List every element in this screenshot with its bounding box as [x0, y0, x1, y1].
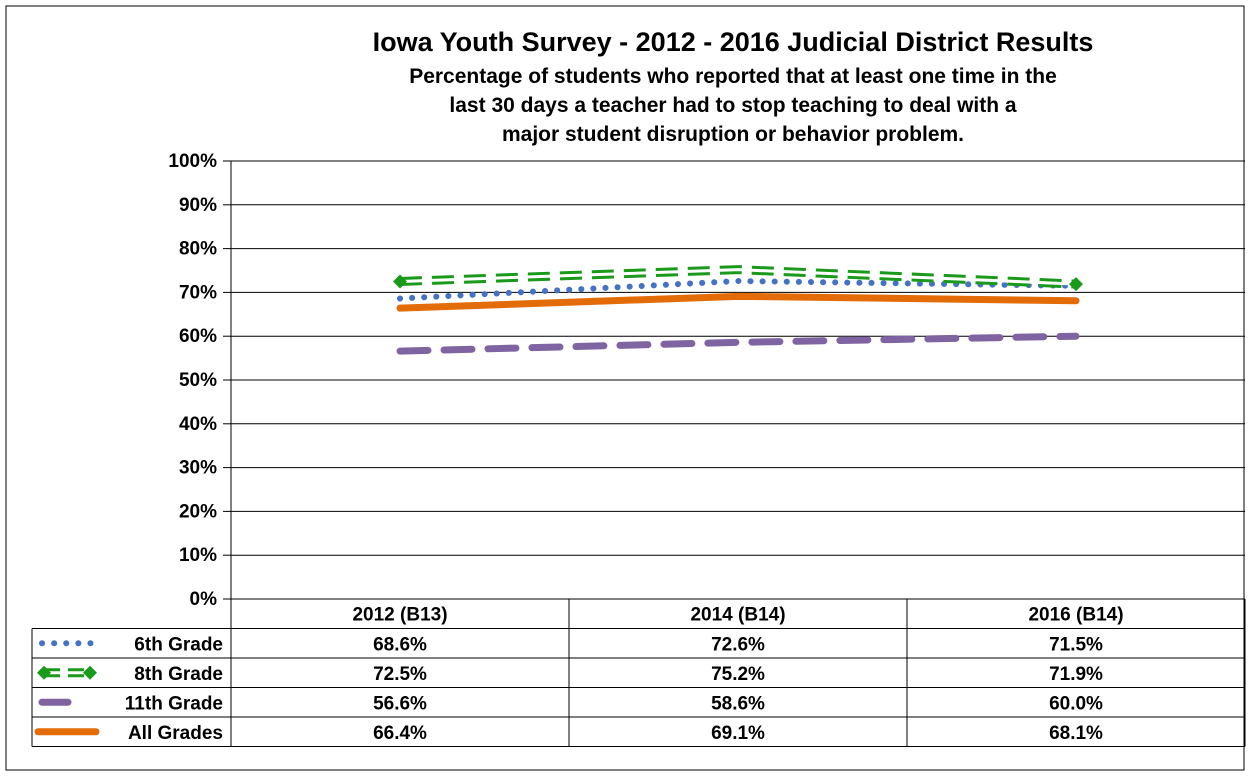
chart-subtitle-line-3: major student disruption or behavior pro…	[502, 123, 964, 146]
series-marker-diamond	[393, 274, 407, 289]
y-tick-label: 40%	[179, 414, 217, 435]
category-label: 2012 (B13)	[352, 605, 447, 626]
y-tick-label: 20%	[179, 501, 217, 522]
series-line-11th-grade	[396, 332, 1080, 355]
category-label: 2014 (B14)	[690, 605, 785, 626]
legend-series-name: 6th Grade	[134, 634, 223, 655]
y-tick-label: 50%	[179, 370, 217, 391]
legend-series-name: 11th Grade	[125, 693, 223, 714]
series-line-8th-grade-inner	[399, 268, 1077, 286]
chart-subtitle-line-2: last 30 days a teacher had to stop teach…	[449, 94, 1016, 117]
series-line-all-grades	[396, 292, 1080, 312]
table-value: 75.2%	[711, 664, 765, 685]
table-value: 71.5%	[1049, 634, 1103, 655]
table-value: 60.0%	[1049, 693, 1103, 714]
table-value: 72.6%	[711, 634, 765, 655]
y-axis-tick-labels: 0% 10% 20% 30% 40% 50% 60% 70% 80% 90% 100%	[168, 151, 217, 610]
category-label: 2016 (B14)	[1028, 605, 1123, 626]
legend-key	[37, 665, 97, 680]
y-tick-label: 0%	[190, 589, 218, 610]
chart-border	[5, 5, 1245, 771]
table-value: 56.6%	[373, 693, 427, 714]
gridlines	[223, 160, 1245, 600]
table-value: 71.9%	[1049, 664, 1103, 685]
table-value: 69.1%	[711, 723, 765, 744]
legend-series-name: 8th Grade	[134, 664, 223, 685]
series-line-6th-grade	[397, 278, 1079, 302]
table-value: 68.1%	[1049, 723, 1103, 744]
table-value: 68.6%	[373, 634, 427, 655]
y-tick-label: 70%	[179, 282, 217, 303]
chart-subtitle-line-1: Percentage of students who reported that…	[409, 65, 1057, 88]
chart-title: Iowa Youth Survey - 2012 - 2016 Judicial…	[373, 27, 1094, 57]
series-marker-diamond	[83, 665, 97, 680]
series-lines	[393, 265, 1083, 355]
series-marker-diamond	[37, 665, 51, 680]
legend-series-name: All Grades	[128, 723, 223, 744]
y-tick-label: 10%	[179, 545, 217, 566]
table-value: 72.5%	[373, 664, 427, 685]
table-value: 58.6%	[711, 693, 765, 714]
series-line-8th-grade	[393, 265, 1083, 292]
y-tick-label: 80%	[179, 239, 217, 260]
y-tick-label: 100%	[168, 151, 217, 172]
series-marker-diamond	[1069, 277, 1083, 292]
y-tick-label: 90%	[179, 195, 217, 216]
y-tick-label: 60%	[179, 326, 217, 347]
data-table: 2012 (B13) 2014 (B14) 2016 (B14) 6th Grade 6…	[31, 598, 1246, 747]
y-tick-label: 30%	[179, 458, 217, 479]
table-value: 66.4%	[373, 723, 427, 744]
